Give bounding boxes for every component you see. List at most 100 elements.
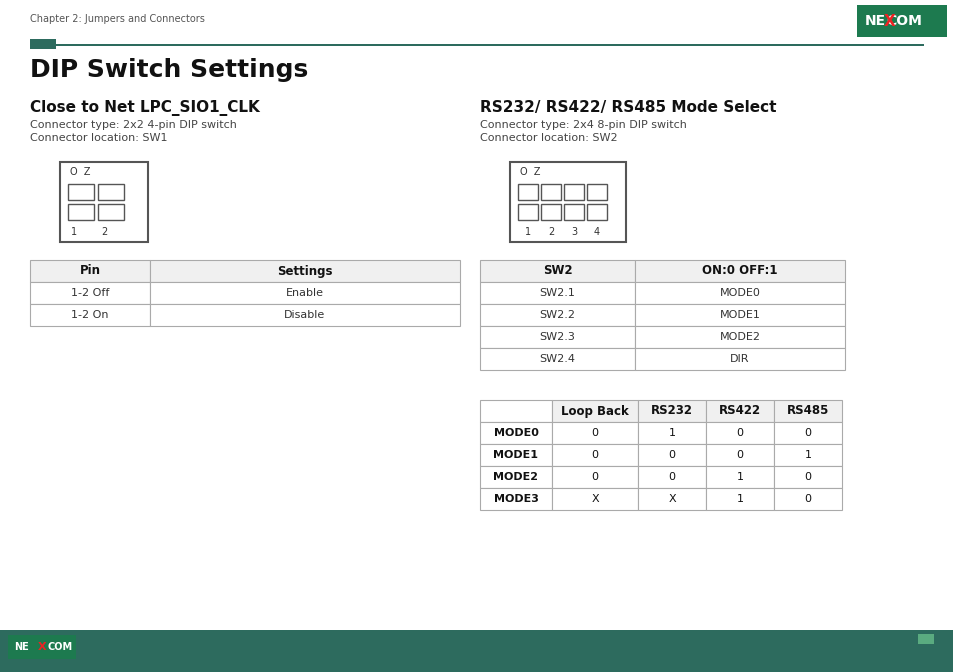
Bar <box>150 260 459 282</box>
Text: MODE2: MODE2 <box>493 472 537 482</box>
Bar <box>30 282 150 304</box>
Text: 1: 1 <box>524 227 531 237</box>
Text: 2: 2 <box>101 227 107 237</box>
Text: 4: 4 <box>594 227 599 237</box>
Bar <box>510 162 625 242</box>
Bar <box>705 422 773 444</box>
Text: Connector type: 2x2 4-pin DIP switch: Connector type: 2x2 4-pin DIP switch <box>30 120 236 130</box>
Text: 1: 1 <box>803 450 811 460</box>
Bar <box>638 400 705 422</box>
Text: SW2.1: SW2.1 <box>539 288 575 298</box>
Bar <box>638 488 705 510</box>
Text: 0: 0 <box>668 450 675 460</box>
Bar <box>98 204 124 220</box>
Bar <box>917 634 933 644</box>
Bar <box>773 466 841 488</box>
Bar <box>540 184 560 200</box>
Bar <box>150 282 459 304</box>
Text: 0: 0 <box>736 450 742 460</box>
Text: O  Z: O Z <box>519 167 540 177</box>
Bar <box>563 184 583 200</box>
Bar <box>540 204 560 220</box>
Text: RS232/ RS422/ RS485 Mode Select: RS232/ RS422/ RS485 Mode Select <box>479 100 776 115</box>
Text: SW2.3: SW2.3 <box>539 332 575 342</box>
Text: 0: 0 <box>591 450 598 460</box>
Bar <box>552 488 638 510</box>
Bar <box>933 640 947 650</box>
Bar <box>30 44 923 46</box>
Text: 0: 0 <box>803 428 811 438</box>
Bar <box>773 400 841 422</box>
Text: 0: 0 <box>591 428 598 438</box>
Bar <box>68 184 94 200</box>
Text: MODE0: MODE0 <box>719 288 760 298</box>
Bar <box>479 282 635 304</box>
Text: Connector location: SW2: Connector location: SW2 <box>479 133 617 143</box>
Bar <box>552 400 638 422</box>
Bar <box>773 444 841 466</box>
Bar <box>586 204 606 220</box>
Bar <box>479 260 635 282</box>
Bar <box>638 422 705 444</box>
Text: COM: COM <box>885 14 921 28</box>
Text: RS232: RS232 <box>650 405 692 417</box>
Text: Chapter 2: Jumpers and Connectors: Chapter 2: Jumpers and Connectors <box>30 14 205 24</box>
Text: MODE0: MODE0 <box>493 428 537 438</box>
Text: Connector type: 2x4 8-pin DIP switch: Connector type: 2x4 8-pin DIP switch <box>479 120 686 130</box>
Bar <box>773 422 841 444</box>
Bar <box>0 630 953 672</box>
Bar <box>705 400 773 422</box>
Bar <box>150 304 459 326</box>
Text: 0: 0 <box>736 428 742 438</box>
Bar <box>479 304 635 326</box>
Text: X: X <box>38 642 47 652</box>
Text: SW2.2: SW2.2 <box>539 310 575 320</box>
Bar <box>60 162 148 242</box>
Text: 2: 2 <box>547 227 554 237</box>
Text: X: X <box>883 13 895 28</box>
Bar <box>68 204 94 220</box>
Text: 1: 1 <box>736 494 742 504</box>
Text: RS485: RS485 <box>786 405 828 417</box>
Bar <box>586 184 606 200</box>
Bar <box>479 466 552 488</box>
Bar <box>856 5 946 37</box>
Text: O  Z: O Z <box>70 167 91 177</box>
Text: X: X <box>591 494 598 504</box>
Bar <box>479 326 635 348</box>
Bar <box>563 204 583 220</box>
Bar <box>479 400 552 422</box>
Bar <box>773 488 841 510</box>
Text: DIP Switch Settings: DIP Switch Settings <box>30 58 308 82</box>
Text: Close to Net LPC_SIO1_CLK: Close to Net LPC_SIO1_CLK <box>30 100 259 116</box>
Text: 1-2 On: 1-2 On <box>71 310 109 320</box>
Text: SW2: SW2 <box>542 265 572 278</box>
Text: ON:0 OFF:1: ON:0 OFF:1 <box>701 265 777 278</box>
Bar <box>638 444 705 466</box>
Bar <box>98 184 124 200</box>
Text: 0: 0 <box>803 494 811 504</box>
Text: Settings: Settings <box>277 265 333 278</box>
Text: 0: 0 <box>668 472 675 482</box>
Text: NE: NE <box>14 642 30 652</box>
Text: DIR: DIR <box>729 354 749 364</box>
Text: 1: 1 <box>668 428 675 438</box>
Bar <box>705 466 773 488</box>
Text: 1: 1 <box>71 227 77 237</box>
Bar <box>479 488 552 510</box>
Text: COM: COM <box>48 642 72 652</box>
Bar <box>638 466 705 488</box>
Bar <box>479 444 552 466</box>
Bar <box>552 444 638 466</box>
Text: 0: 0 <box>803 472 811 482</box>
Bar <box>635 282 844 304</box>
Text: RS422: RS422 <box>719 405 760 417</box>
Text: 3: 3 <box>570 227 577 237</box>
Text: MODE3: MODE3 <box>493 494 537 504</box>
Text: SW2.4: SW2.4 <box>539 354 575 364</box>
Text: Enable: Enable <box>286 288 324 298</box>
Text: NE: NE <box>863 14 884 28</box>
Text: MODE1: MODE1 <box>493 450 537 460</box>
Bar <box>635 348 844 370</box>
Text: 0: 0 <box>591 472 598 482</box>
